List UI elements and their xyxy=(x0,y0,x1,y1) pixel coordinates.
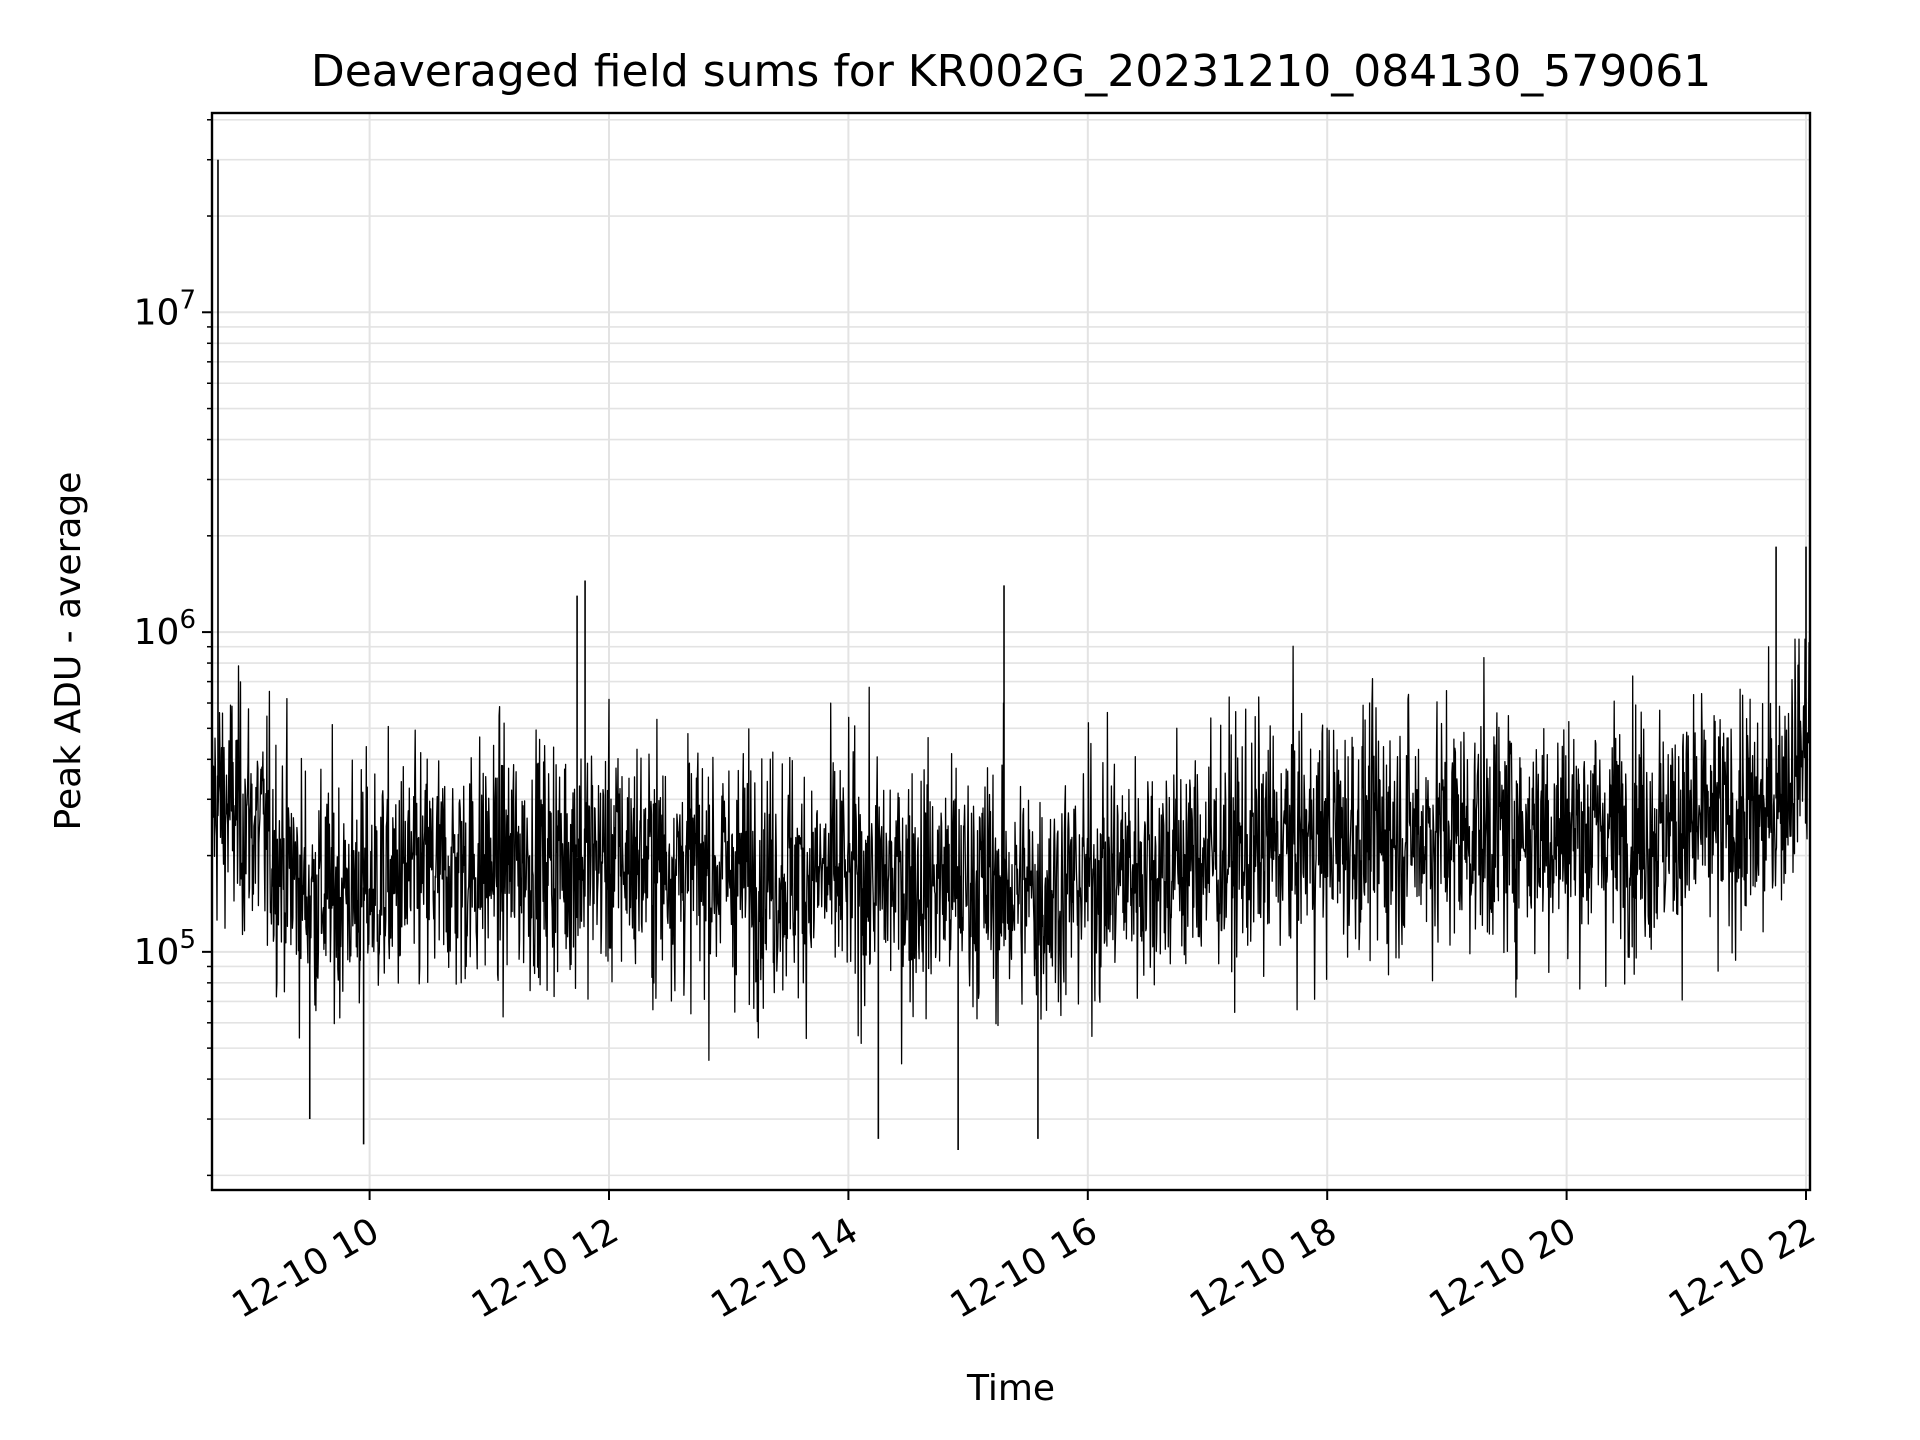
y-tick-label: 105 xyxy=(134,925,196,973)
y-axis-label: Peak ADU - average xyxy=(48,472,89,831)
chart-title: Deaveraged field sums for KR002G_2023121… xyxy=(311,46,1711,97)
series-line xyxy=(211,638,1811,1065)
series-group xyxy=(211,159,1811,1151)
plot-frame xyxy=(210,111,1812,1192)
y-tick-label: 107 xyxy=(134,285,196,333)
y-tick-label: 106 xyxy=(134,605,196,653)
x-axis-label: Time xyxy=(966,1368,1055,1409)
